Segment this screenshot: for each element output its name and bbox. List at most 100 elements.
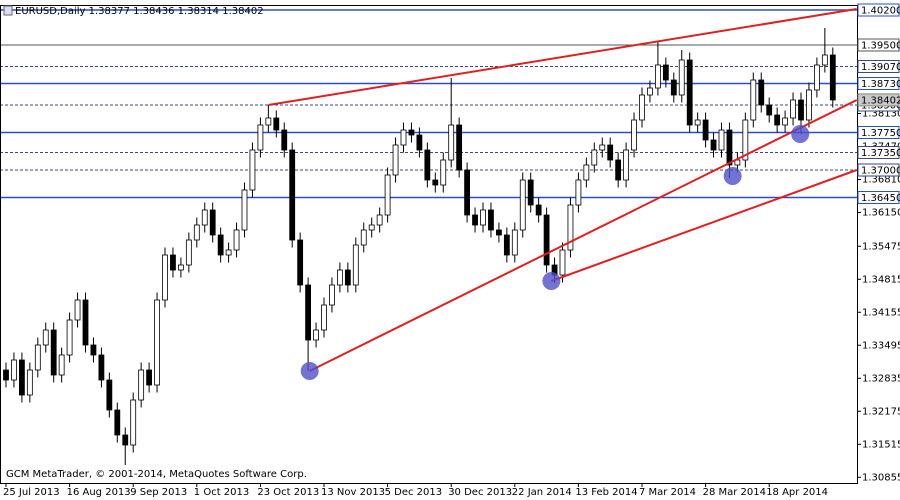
candle-body — [313, 329, 319, 341]
candle-body — [376, 214, 383, 226]
candle-body — [146, 369, 153, 386]
level-label: 1.40200 — [861, 6, 900, 17]
y-tick-label: 1.35475 — [862, 241, 900, 252]
candle-body — [519, 179, 526, 231]
level-box — [857, 3, 900, 17]
candle-body — [281, 129, 288, 151]
candle-body — [408, 129, 415, 136]
level-label: 1.37000 — [861, 166, 900, 177]
candle-body — [790, 99, 796, 119]
candle-body — [718, 129, 725, 151]
candle-body — [162, 254, 168, 301]
y-tick-label: 1.38130 — [862, 109, 900, 120]
candle-body — [655, 64, 661, 89]
y-tick-label: 1.30855 — [862, 472, 900, 483]
candle-body — [74, 299, 81, 321]
candle-body — [432, 179, 439, 186]
candle-body — [170, 254, 176, 271]
candle-body — [225, 249, 232, 256]
candle-body — [257, 124, 264, 151]
trendline — [551, 169, 857, 282]
level-label: 1.39500 — [861, 41, 900, 52]
candle-body — [273, 117, 280, 131]
candle-body — [424, 149, 431, 181]
candle-body — [694, 119, 701, 126]
candle-body — [615, 159, 622, 181]
candle-body — [82, 299, 89, 346]
candle-body — [193, 224, 200, 241]
level-label: 1.39070 — [861, 62, 900, 73]
chart-title: EURUSD,Daily 1.38377 1.38436 1.38314 1.3… — [15, 6, 264, 17]
pivot-marker — [542, 272, 561, 290]
candle-body — [416, 134, 423, 151]
candle-body — [154, 299, 160, 386]
candle-body — [829, 54, 836, 101]
candle-body — [50, 329, 57, 376]
plot-area — [0, 8, 857, 465]
candle-body — [360, 229, 367, 246]
candle-body — [806, 89, 812, 121]
candle-body — [122, 434, 129, 446]
candle-body — [217, 234, 224, 256]
candle-body — [106, 379, 113, 411]
candle-body — [249, 149, 256, 191]
candle-body — [456, 124, 463, 171]
trendline — [268, 8, 857, 106]
candle-body — [798, 99, 804, 121]
candle-body — [177, 264, 184, 271]
candle-body — [527, 179, 534, 206]
candle-body — [58, 354, 65, 376]
candle-body — [368, 224, 375, 231]
candle-body — [535, 204, 542, 216]
candle-body — [209, 209, 216, 236]
candle-body — [90, 344, 97, 356]
pivot-marker — [300, 362, 319, 380]
candle-body — [448, 124, 455, 161]
candle-body — [607, 144, 614, 161]
candle-body — [559, 249, 566, 276]
candle-body — [464, 169, 471, 216]
y-tick-label: 1.32835 — [862, 373, 900, 384]
candle-body — [503, 234, 510, 256]
x-tick-label: 9 Sep 2013 — [130, 487, 187, 498]
candle-body — [591, 149, 598, 166]
candle-body — [480, 209, 486, 226]
candle-body — [543, 214, 550, 266]
candle-body — [726, 129, 733, 166]
candle-body — [201, 209, 208, 226]
candle-body — [670, 79, 677, 96]
pivot-marker — [791, 125, 810, 143]
candle-body — [233, 229, 240, 251]
pivot-marker — [723, 167, 742, 185]
x-tick-label: 13 Feb 2014 — [575, 487, 637, 498]
level-label: 1.38730 — [861, 79, 900, 90]
y-tick-label: 1.32175 — [862, 406, 900, 417]
level-box — [857, 77, 900, 90]
candle-body — [766, 104, 773, 116]
x-tick-label: 16 Aug 2013 — [67, 487, 131, 498]
candle-body — [631, 119, 637, 151]
level-label: 1.37350 — [861, 148, 900, 159]
x-tick-label: 28 Mar 2014 — [703, 487, 766, 498]
candle-body — [575, 179, 582, 206]
candle-body — [34, 344, 41, 371]
y-tick-label: 1.36810 — [862, 175, 900, 186]
level-label: 1.36450 — [861, 193, 900, 204]
candle-body — [289, 149, 296, 241]
candle-body — [241, 189, 248, 231]
candle-body — [488, 209, 494, 231]
candle-body — [352, 244, 359, 286]
axes: 1.30855 1.31515 1.32175 1.32835 1.33495 1.341… — [3, 3, 900, 498]
candle-body — [114, 409, 121, 436]
candle-body — [678, 59, 685, 96]
y-tick-label: 1.34815 — [862, 274, 900, 285]
level-label: 1.37750 — [861, 128, 900, 139]
x-tick-label: 22 Jan 2014 — [512, 487, 572, 498]
candle-body — [472, 214, 478, 226]
level-box — [857, 146, 900, 159]
candle-body — [623, 149, 629, 181]
candle-body — [702, 119, 709, 141]
trendline — [309, 99, 857, 372]
x-tick-label: 25 Jul 2013 — [3, 487, 60, 498]
x-tick-label: 7 Mar 2014 — [639, 487, 696, 498]
